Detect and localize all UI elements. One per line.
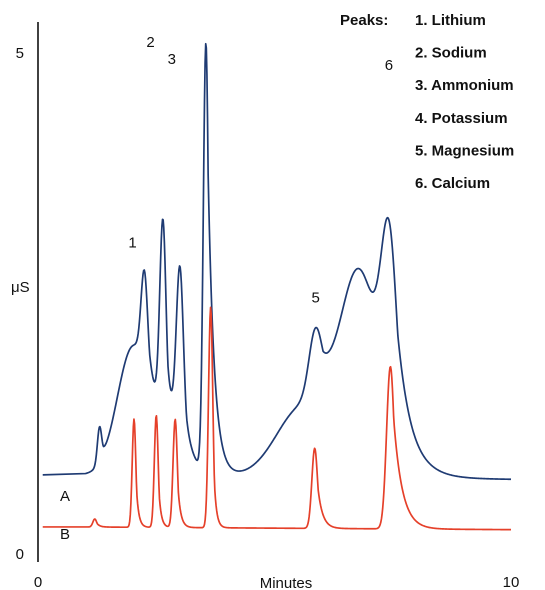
x-axis-label: Minutes [260, 575, 313, 590]
legend-title: Peaks: [340, 12, 388, 29]
legend-item-2: 2. Sodium [415, 45, 487, 62]
series-label-b: B [60, 526, 70, 543]
peak-labels: 123456 [128, 0, 393, 307]
y-tick-labels: 05 [16, 45, 24, 563]
x-tick-label-0: 0 [34, 574, 42, 590]
peak-label-3: 3 [168, 51, 176, 68]
plot-lines [42, 42, 512, 531]
peak-label-4: 4 [202, 0, 210, 1]
y-axis-label: μS [11, 279, 30, 296]
x-tick-labels: 0 10 [34, 574, 520, 590]
series-label-a: A [60, 488, 70, 505]
legend-item-3: 3. Ammonium [415, 77, 514, 94]
peaks-legend: Peaks: 1. Lithium 2. Sodium 3. Ammonium 4. … [340, 12, 514, 192]
legend-item-5: 5. Magnesium [415, 142, 514, 159]
y-tick-label-0: 0 [16, 546, 24, 563]
peak-label-5: 5 [311, 290, 319, 307]
legend-item-6: 6. Calcium [415, 175, 490, 192]
y-tick-label-5: 5 [16, 45, 24, 62]
series-line-a [42, 42, 512, 481]
x-tick-label-10: 10 [503, 574, 520, 590]
peak-label-2: 2 [146, 34, 154, 51]
peak-label-6: 6 [385, 57, 393, 74]
peak-label-1: 1 [128, 234, 136, 251]
series-line-b [42, 306, 512, 531]
legend-item-4: 4. Potassium [415, 110, 508, 127]
legend-item-1: 1. Lithium [415, 12, 486, 29]
